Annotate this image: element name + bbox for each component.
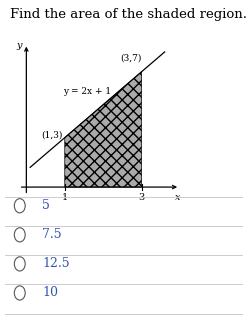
Text: y: y (17, 41, 22, 50)
Text: y = 2x + 1: y = 2x + 1 (63, 87, 111, 96)
Text: 10: 10 (42, 287, 58, 299)
Text: 5: 5 (42, 199, 50, 212)
Polygon shape (65, 72, 142, 187)
Text: 1: 1 (62, 193, 68, 202)
Text: 7.5: 7.5 (42, 228, 62, 241)
Text: (3,7): (3,7) (121, 54, 142, 63)
Text: x: x (175, 193, 181, 202)
Text: Find the area of the shaded region.: Find the area of the shaded region. (10, 8, 247, 21)
Text: 3: 3 (139, 193, 145, 202)
Text: 12.5: 12.5 (42, 257, 70, 270)
Text: (1,3): (1,3) (41, 131, 62, 140)
